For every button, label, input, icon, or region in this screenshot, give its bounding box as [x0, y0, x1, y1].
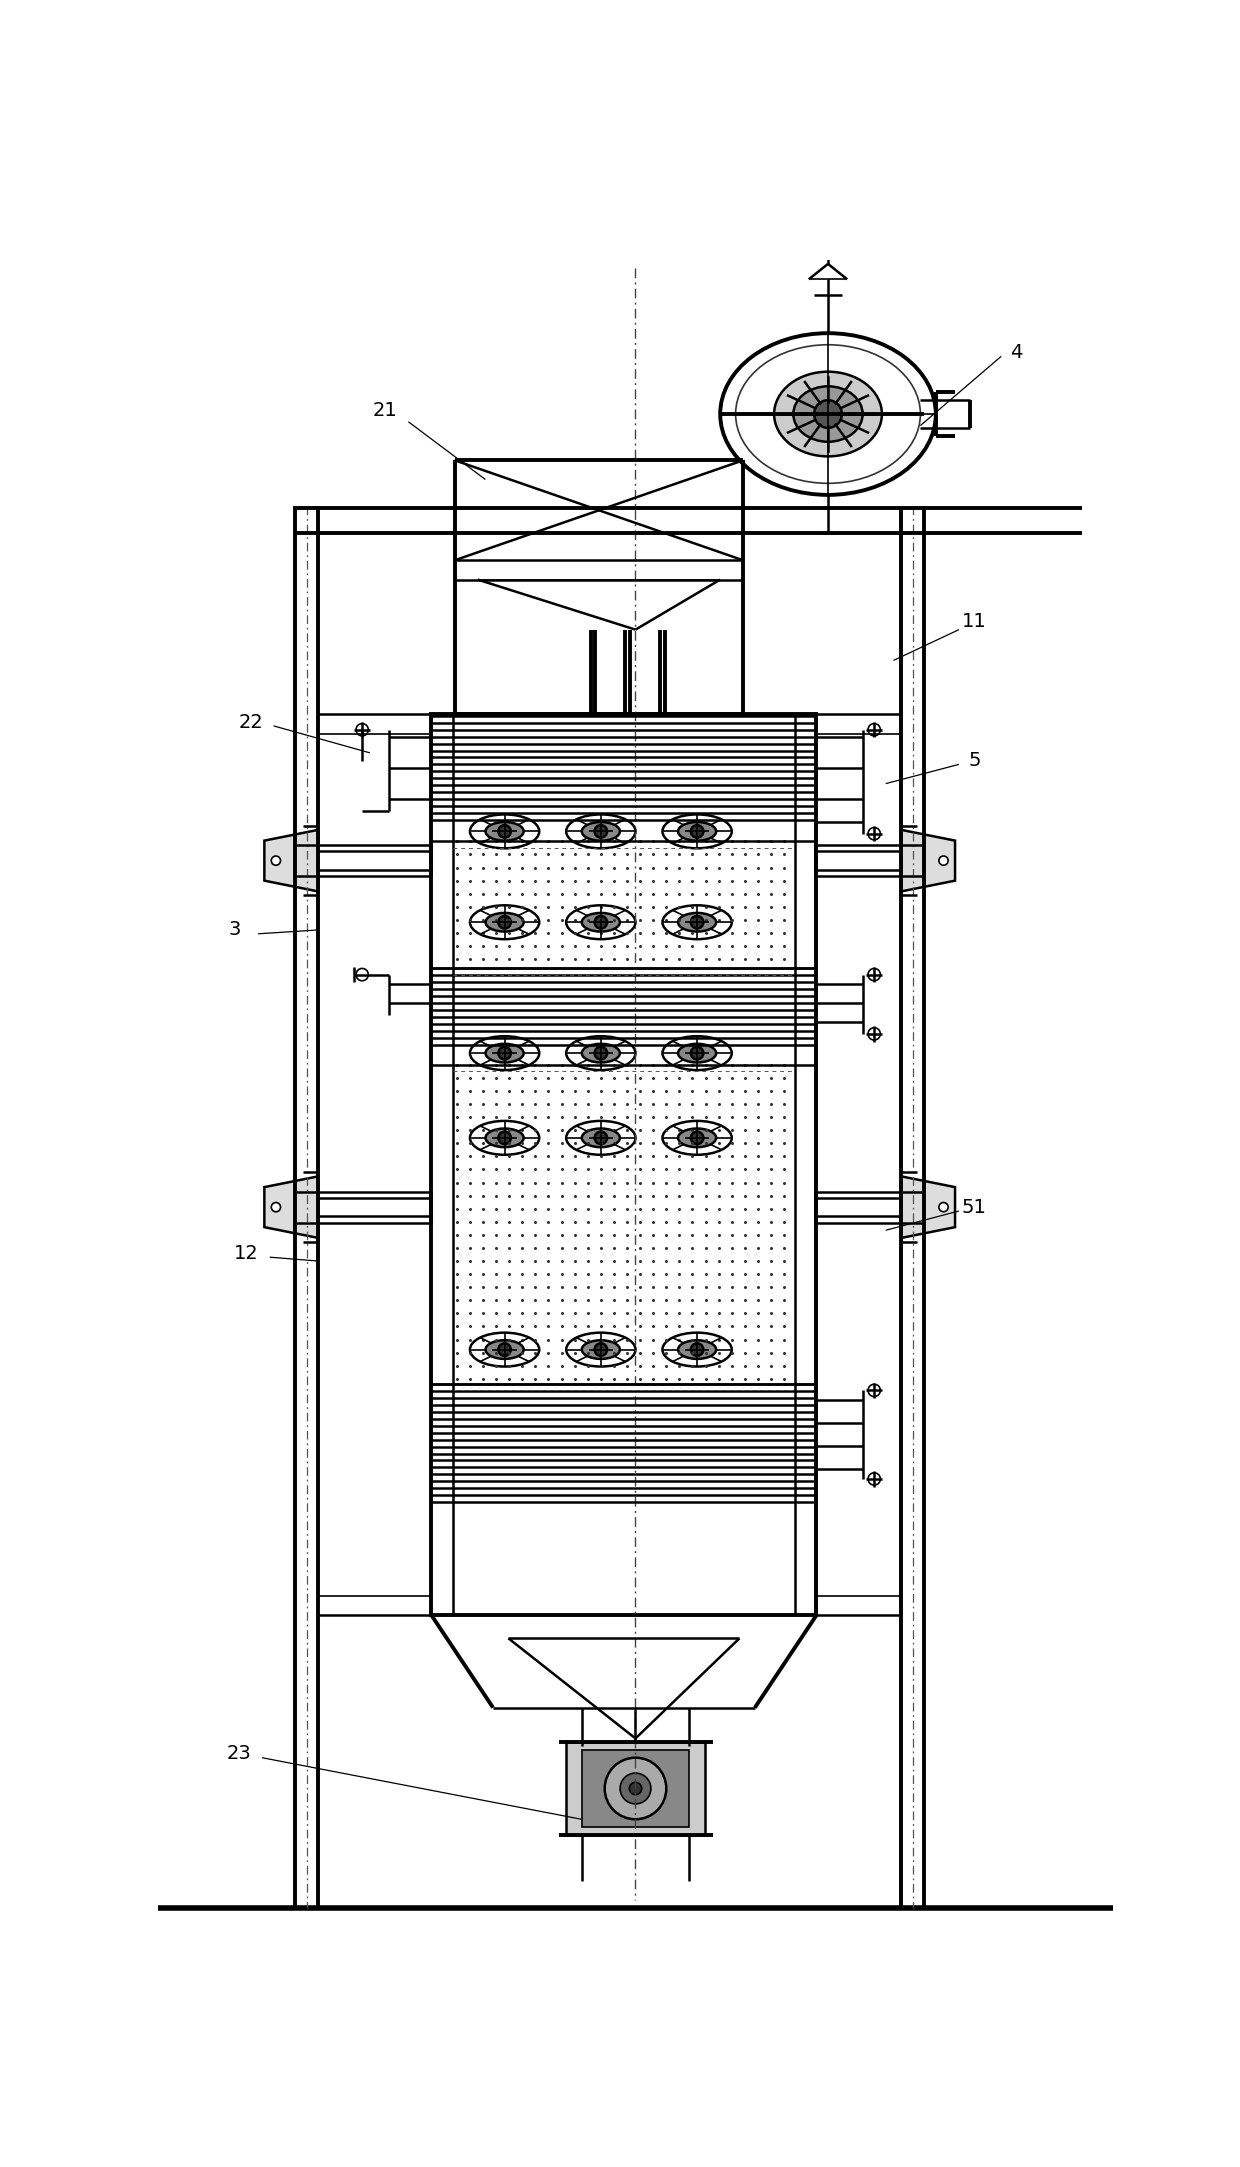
Polygon shape — [264, 830, 319, 891]
Circle shape — [498, 917, 511, 927]
Circle shape — [868, 724, 880, 737]
Circle shape — [691, 1344, 703, 1357]
Text: 22: 22 — [238, 713, 263, 732]
Ellipse shape — [794, 386, 863, 442]
Ellipse shape — [720, 334, 936, 494]
Polygon shape — [901, 830, 955, 891]
Polygon shape — [264, 1177, 319, 1237]
Text: 23: 23 — [227, 1744, 252, 1764]
Ellipse shape — [582, 1129, 620, 1146]
Circle shape — [595, 917, 608, 927]
Ellipse shape — [678, 1129, 717, 1146]
Circle shape — [498, 1344, 511, 1357]
Circle shape — [595, 1131, 608, 1144]
Circle shape — [691, 826, 703, 839]
Ellipse shape — [486, 1129, 523, 1146]
Text: 5: 5 — [968, 752, 981, 769]
Circle shape — [356, 724, 368, 737]
Ellipse shape — [774, 373, 882, 457]
Circle shape — [595, 1047, 608, 1060]
Circle shape — [498, 1047, 511, 1060]
Ellipse shape — [486, 912, 523, 932]
Ellipse shape — [582, 821, 620, 841]
Circle shape — [691, 917, 703, 927]
Circle shape — [605, 1757, 666, 1820]
Circle shape — [868, 969, 880, 982]
Ellipse shape — [678, 1339, 717, 1359]
Text: 11: 11 — [962, 613, 987, 631]
Circle shape — [272, 1203, 280, 1211]
Circle shape — [691, 1131, 703, 1144]
Ellipse shape — [678, 1044, 717, 1062]
Polygon shape — [901, 1177, 955, 1237]
Ellipse shape — [678, 912, 717, 932]
Text: 4: 4 — [1011, 342, 1023, 362]
Circle shape — [939, 856, 949, 865]
Ellipse shape — [486, 1339, 523, 1359]
Ellipse shape — [486, 1044, 523, 1062]
Circle shape — [691, 1047, 703, 1060]
Bar — [582, 1751, 689, 1827]
Ellipse shape — [486, 821, 523, 841]
Circle shape — [868, 1385, 880, 1396]
Circle shape — [595, 826, 608, 839]
Circle shape — [868, 1474, 880, 1484]
Circle shape — [498, 1131, 511, 1144]
Ellipse shape — [582, 1339, 620, 1359]
Circle shape — [272, 856, 280, 865]
Text: 3: 3 — [229, 921, 242, 940]
Ellipse shape — [582, 912, 620, 932]
Bar — [432, 715, 816, 1614]
Text: 12: 12 — [234, 1244, 259, 1263]
Bar — [567, 1742, 704, 1835]
Circle shape — [815, 401, 842, 427]
Circle shape — [595, 1344, 608, 1357]
Ellipse shape — [678, 821, 717, 841]
Text: 21: 21 — [373, 401, 398, 420]
Circle shape — [498, 826, 511, 839]
Text: 51: 51 — [962, 1198, 987, 1216]
Circle shape — [868, 1027, 880, 1040]
Circle shape — [868, 828, 880, 841]
Circle shape — [630, 1781, 641, 1794]
Circle shape — [356, 969, 368, 982]
Circle shape — [620, 1773, 651, 1803]
Ellipse shape — [582, 1044, 620, 1062]
Circle shape — [939, 1203, 949, 1211]
